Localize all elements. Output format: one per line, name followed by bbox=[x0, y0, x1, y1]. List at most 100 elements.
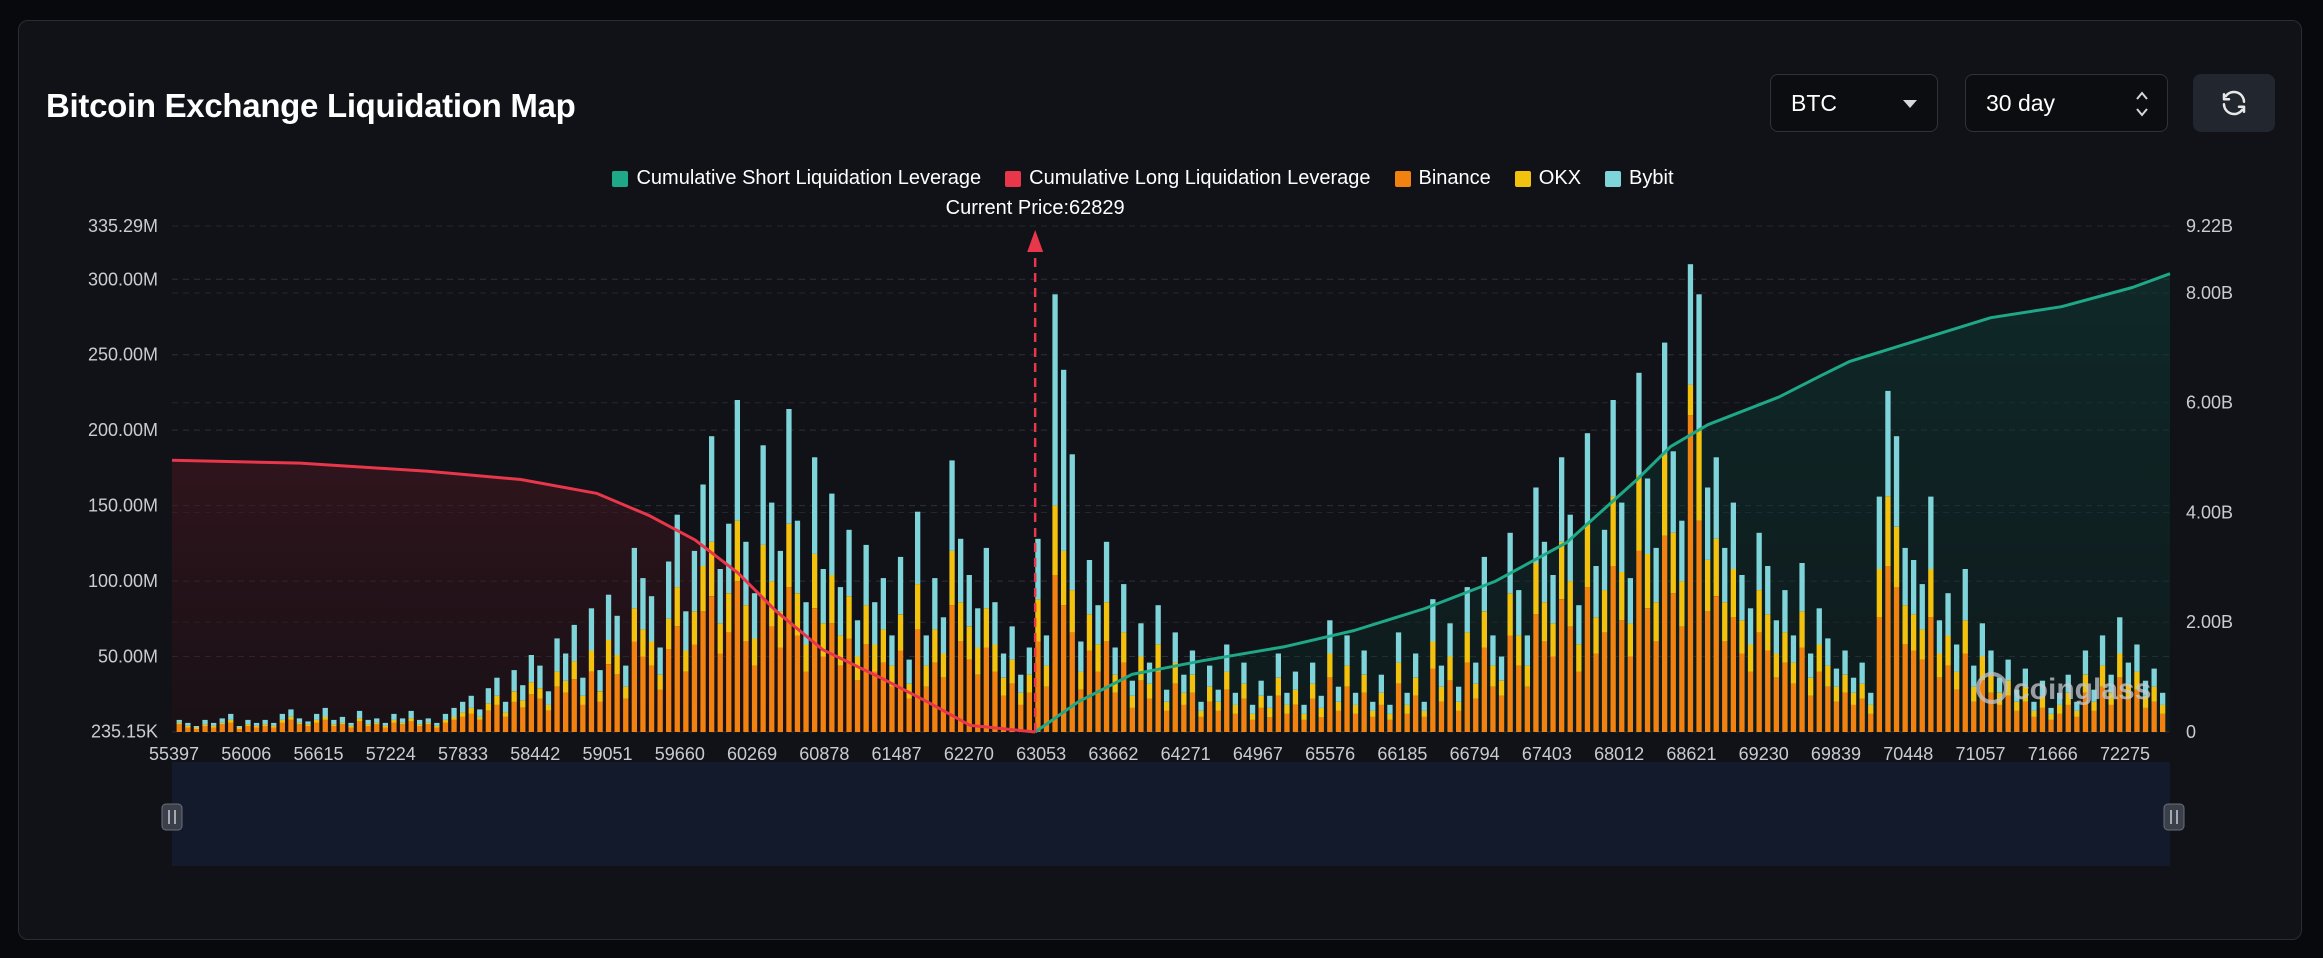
okx-bar bbox=[1481, 611, 1487, 648]
okx-bar bbox=[769, 581, 775, 627]
binance-bar bbox=[1739, 653, 1745, 732]
okx-bar bbox=[1421, 710, 1427, 717]
bybit-bar bbox=[786, 409, 792, 524]
bybit-bar bbox=[1352, 692, 1359, 705]
okx-bar bbox=[1207, 686, 1213, 702]
okx-bar bbox=[1567, 581, 1573, 627]
bybit-bar bbox=[365, 719, 371, 725]
legend-item-short[interactable]: Cumulative Short Liquidation Leverage bbox=[612, 167, 981, 190]
binance-bar bbox=[339, 724, 346, 732]
binance-bar bbox=[812, 608, 818, 732]
binance-bar bbox=[1344, 686, 1350, 732]
binance-bar bbox=[1576, 671, 1582, 732]
binance-bar bbox=[1456, 710, 1462, 732]
bybit-bar bbox=[1516, 590, 1522, 636]
binance-bar bbox=[331, 726, 337, 732]
cumulative-long-area bbox=[172, 460, 1036, 732]
bybit-bar bbox=[605, 594, 612, 640]
right-axis-tick-label: 2.00B bbox=[2186, 612, 2233, 632]
bybit-bar bbox=[1679, 520, 1685, 582]
binance-bar bbox=[1189, 692, 1196, 732]
watermark: coinglass bbox=[1976, 672, 2151, 706]
okx-bar bbox=[1018, 692, 1024, 705]
okx-bar bbox=[2142, 695, 2149, 708]
x-axis-tick-label: 60878 bbox=[799, 744, 849, 764]
legend-label: Bybit bbox=[1629, 167, 1674, 189]
okx-bar bbox=[245, 724, 251, 726]
bybit-bar bbox=[1842, 650, 1848, 675]
okx-bar bbox=[2074, 710, 2080, 717]
binance-bar bbox=[1816, 671, 1822, 732]
binance-bar bbox=[176, 724, 182, 732]
refresh-button[interactable] bbox=[2193, 74, 2275, 132]
bybit-bar bbox=[975, 608, 981, 648]
bybit-bar bbox=[640, 578, 646, 630]
bybit-bar bbox=[1696, 294, 1702, 431]
zoom-handle-right[interactable] bbox=[2163, 803, 2185, 831]
okx-bar bbox=[1095, 644, 1101, 672]
bybit-bar bbox=[1799, 563, 1805, 612]
okx-bar bbox=[460, 712, 466, 717]
coinglass-logo-icon bbox=[1976, 672, 2008, 704]
current-price-label: Current Price:62829 bbox=[946, 197, 1125, 219]
bybit-bar bbox=[691, 550, 698, 612]
bybit-bar bbox=[1996, 677, 2003, 693]
okx-bar bbox=[228, 719, 234, 723]
binance-bar bbox=[1842, 692, 1848, 732]
okx-bar bbox=[623, 686, 629, 699]
bybit-bar bbox=[863, 544, 869, 606]
okx-bar bbox=[1121, 632, 1127, 663]
legend-item-binance[interactable]: Binance bbox=[1394, 167, 1491, 190]
zoom-slider[interactable] bbox=[161, 762, 2185, 866]
x-axis-tick-label: 65576 bbox=[1305, 744, 1355, 764]
binance-bar bbox=[614, 674, 620, 732]
okx-bar bbox=[1103, 602, 1110, 642]
binance-bar bbox=[958, 641, 964, 732]
binance-bar bbox=[528, 694, 534, 732]
okx-bar bbox=[1601, 590, 1608, 633]
right-axis-tick-label: 8.00B bbox=[2186, 283, 2233, 303]
legend-item-okx[interactable]: OKX bbox=[1514, 167, 1582, 190]
bybit-bar bbox=[1576, 605, 1582, 645]
range-select[interactable]: 30 day bbox=[1965, 74, 2168, 132]
binance-bar bbox=[1627, 656, 1633, 732]
bybit-bar bbox=[314, 713, 320, 720]
bybit-bar bbox=[193, 726, 200, 728]
okx-bar bbox=[1619, 572, 1625, 621]
okx-bar bbox=[1430, 641, 1436, 669]
binance-bar bbox=[442, 722, 449, 732]
okx-bar bbox=[1919, 629, 1925, 660]
bybit-bar bbox=[460, 701, 466, 713]
binance-bar bbox=[262, 726, 268, 732]
zoom-handle-left[interactable] bbox=[161, 803, 183, 831]
coin-select[interactable]: BTC bbox=[1770, 74, 1938, 132]
bybit-bar bbox=[1490, 635, 1496, 666]
okx-bar bbox=[1172, 662, 1178, 684]
x-axis-tick-label: 62270 bbox=[944, 744, 994, 764]
okx-bar bbox=[1035, 599, 1041, 642]
binance-bar bbox=[2117, 677, 2123, 732]
bybit-bar bbox=[932, 578, 938, 630]
okx-bar bbox=[374, 722, 380, 725]
bybit-bar bbox=[2057, 692, 2063, 705]
legend-label: OKX bbox=[1538, 167, 1582, 189]
zoom-track[interactable] bbox=[172, 762, 2170, 866]
binance-bar bbox=[1722, 641, 1728, 732]
bybit-bar bbox=[1971, 665, 1977, 687]
bybit-bar bbox=[296, 718, 303, 723]
binance-bar bbox=[1404, 713, 1410, 732]
okx-bar bbox=[923, 665, 929, 687]
legend-item-bybit[interactable]: Bybit bbox=[1605, 167, 1674, 190]
bybit-bar bbox=[1541, 541, 1548, 603]
okx-bar bbox=[1705, 560, 1711, 612]
okx-bar bbox=[1808, 677, 1814, 696]
x-axis-tick-label: 61487 bbox=[872, 744, 922, 764]
x-axis-tick-label: 72275 bbox=[2100, 744, 2150, 764]
bybit-bar bbox=[1000, 653, 1007, 678]
legend-item-long[interactable]: Cumulative Long Liquidation Leverage bbox=[1005, 167, 1371, 190]
bybit-bar bbox=[442, 713, 449, 720]
bybit-bar bbox=[245, 719, 251, 725]
bybit-bar bbox=[588, 608, 595, 651]
okx-bar bbox=[1052, 505, 1058, 575]
okx-bar bbox=[889, 665, 895, 687]
